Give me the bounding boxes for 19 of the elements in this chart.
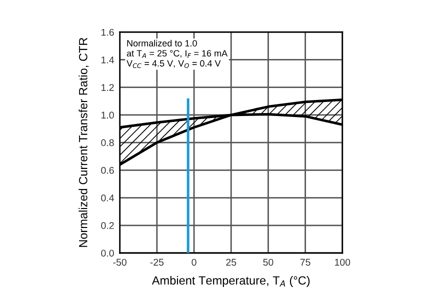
y-tick-label: 1.6 bbox=[102, 28, 114, 36]
x-tick-label: 75 bbox=[300, 258, 310, 266]
y-tick-label: 0.8 bbox=[101, 139, 114, 146]
text: Normalized to 1.0 at T$_{A}$ = 25 °C, I$_{F}$ = 16 mA V$_{CC}$ = 4.5 V, V$_{O}$ = 0.4 V bbox=[126, 40, 228, 68]
y-tick-label: 0.0 bbox=[101, 250, 114, 257]
x-tick-label: -25 bbox=[150, 258, 164, 266]
x-tick-label: 50 bbox=[263, 258, 274, 266]
x-tick-label: 0 bbox=[192, 258, 196, 266]
y-tick-label: 0.4 bbox=[101, 194, 114, 202]
x-tick-label: 100 bbox=[335, 258, 350, 266]
y-tick-label: 0.6 bbox=[101, 166, 114, 174]
x-axis-title: Ambient Temperature, T$_{A}$ (°C) bbox=[152, 276, 310, 287]
y-tick-label: 0.2 bbox=[101, 222, 114, 230]
x-tick-label: 25 bbox=[226, 258, 236, 266]
y-tick-label: 1.0 bbox=[102, 112, 114, 119]
y-axis-title: Normalized Current Transfer Ratio, CTR bbox=[78, 38, 89, 247]
x-tick-label: -50 bbox=[113, 258, 126, 266]
y-tick-label: 1.2 bbox=[102, 84, 114, 91]
y-tick-label: 1.4 bbox=[102, 56, 114, 64]
